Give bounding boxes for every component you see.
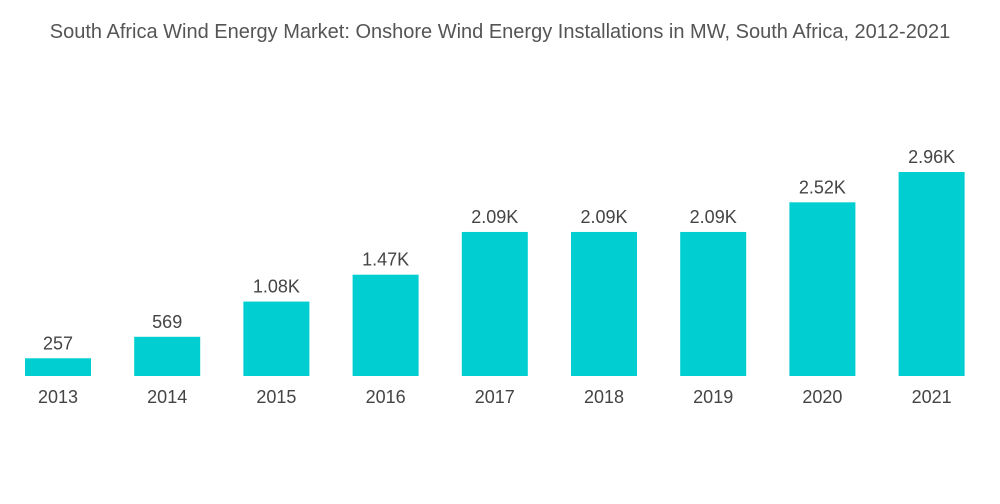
chart-title: South Africa Wind Energy Market: Onshore… (49, 21, 951, 43)
data-label: 2.09K (580, 207, 627, 227)
data-label: 1.47K (362, 250, 409, 270)
x-tick-label: 2015 (256, 387, 296, 407)
data-label: 569 (152, 312, 182, 332)
data-label: 2.09K (690, 207, 737, 227)
data-label: 1.08K (253, 277, 300, 297)
bar-2018 (571, 231, 637, 376)
x-tick-label: 2016 (366, 387, 406, 407)
x-tick-label: 2019 (693, 387, 733, 407)
bar-2020 (789, 202, 856, 376)
bar-2021 (898, 172, 965, 376)
bar-2015 (243, 301, 310, 376)
bar-2014 (134, 336, 201, 376)
data-label: 2.96K (908, 147, 955, 167)
bar-2013 (25, 358, 91, 376)
data-label: 257 (43, 333, 73, 353)
x-tick-label: 2018 (584, 387, 624, 407)
bar-2016 (352, 274, 419, 376)
bar-2019 (680, 231, 747, 376)
x-tick-label: 2017 (475, 387, 515, 407)
x-tick-label: 2014 (147, 387, 187, 407)
x-tick-label: 2013 (38, 387, 78, 407)
x-tick-label: 2021 (912, 387, 952, 407)
data-label: 2.09K (471, 207, 518, 227)
bar-2017 (461, 231, 528, 376)
data-label: 2.52K (799, 177, 846, 197)
x-tick-label: 2020 (802, 387, 842, 407)
